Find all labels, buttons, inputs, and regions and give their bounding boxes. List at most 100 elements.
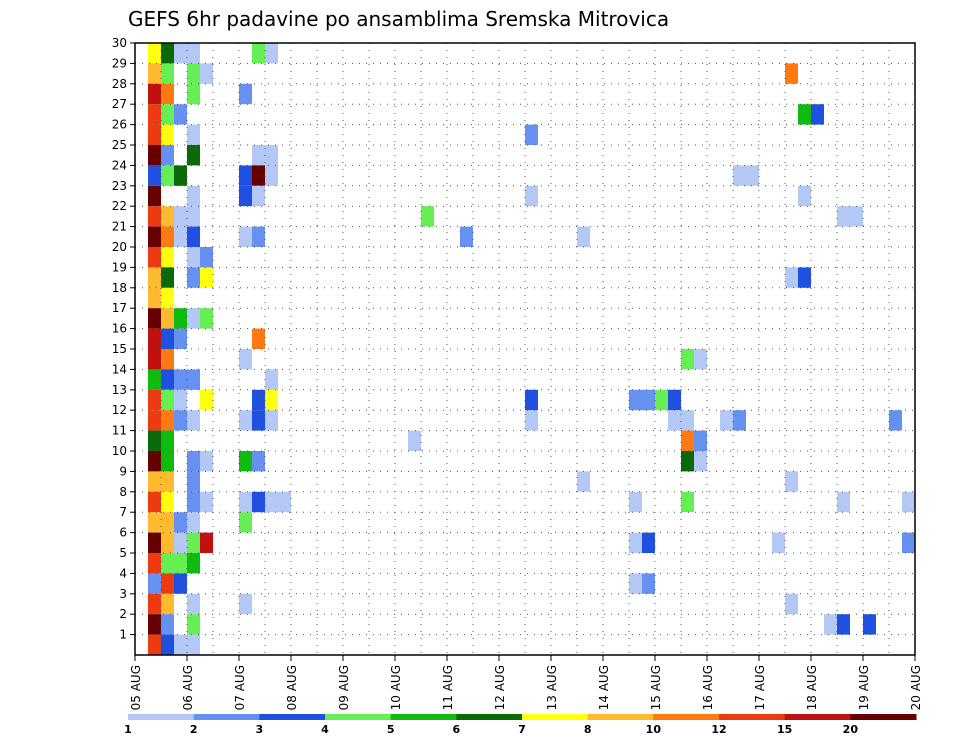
y-tick-label: 13 xyxy=(112,383,127,397)
cell-member-25-step-3 xyxy=(161,145,174,166)
colorbar-label: 7 xyxy=(518,723,526,736)
cell-member-29-step-51 xyxy=(785,63,798,84)
cell-member-13-step-10 xyxy=(252,389,265,411)
cell-member-10-step-44 xyxy=(694,451,707,472)
cell-member-30-step-11 xyxy=(265,43,278,64)
cell-member-8-step-5 xyxy=(187,491,200,513)
cell-member-28-step-2 xyxy=(148,83,161,105)
cell-member-16-step-2 xyxy=(148,328,161,349)
cell-member-3-step-2 xyxy=(148,593,161,615)
cell-member-30-step-5 xyxy=(187,43,200,64)
x-tick-label: 07 AUG xyxy=(233,665,247,710)
cell-member-23-step-2 xyxy=(148,185,161,207)
y-tick-label: 17 xyxy=(112,301,127,315)
cell-member-1-step-5 xyxy=(187,634,200,655)
cell-member-2-step-3 xyxy=(161,614,174,635)
cell-member-25-step-11 xyxy=(265,145,278,166)
x-tick-label: 20 AUG xyxy=(909,665,923,710)
cell-member-26-step-5 xyxy=(187,124,200,145)
cell-member-19-step-51 xyxy=(785,267,798,288)
cell-member-19-step-6 xyxy=(200,267,213,288)
cell-member-25-step-2 xyxy=(148,145,161,166)
cell-member-7-step-2 xyxy=(148,512,161,533)
cell-member-30-step-10 xyxy=(252,43,265,64)
cell-member-13-step-6 xyxy=(200,389,213,411)
cell-member-11-step-3 xyxy=(161,430,174,451)
cell-member-26-step-2 xyxy=(148,124,161,145)
cell-member-9-step-5 xyxy=(187,471,200,492)
cell-member-10-step-5 xyxy=(187,451,200,472)
cell-member-12-step-46 xyxy=(720,410,733,431)
colorbar-swatch xyxy=(850,714,917,720)
cell-member-24-step-4 xyxy=(174,165,187,186)
colorbar-swatch xyxy=(653,714,720,720)
cell-member-21-step-3 xyxy=(161,226,174,247)
cell-member-4-step-4 xyxy=(174,573,187,594)
colorbar-label: 1 xyxy=(124,723,132,736)
cell-member-17-step-5 xyxy=(187,308,200,329)
cell-member-6-step-60 xyxy=(902,532,915,553)
cell-member-10-step-10 xyxy=(252,451,265,472)
cell-member-23-step-10 xyxy=(252,185,265,207)
colorbar-label: 12 xyxy=(711,723,726,736)
y-tick-label: 22 xyxy=(112,199,127,213)
cell-member-12-step-31 xyxy=(525,410,538,431)
cell-member-19-step-52 xyxy=(798,267,811,288)
cell-member-12-step-3 xyxy=(161,410,174,431)
y-tick-label: 4 xyxy=(119,566,127,580)
cell-member-11-step-44 xyxy=(694,430,707,451)
y-tick-label: 30 xyxy=(112,36,127,50)
colorbar-label: 15 xyxy=(777,723,792,736)
cell-member-20-step-2 xyxy=(148,247,161,268)
cell-member-8-step-2 xyxy=(148,491,161,513)
y-tick-label: 20 xyxy=(112,240,127,254)
colorbar-label: 10 xyxy=(646,723,662,736)
y-tick-label: 24 xyxy=(112,158,127,172)
cell-member-5-step-5 xyxy=(187,553,200,574)
cell-member-8-step-9 xyxy=(239,491,252,513)
cell-member-5-step-2 xyxy=(148,553,161,574)
cell-member-8-step-60 xyxy=(902,491,915,513)
cell-member-11-step-22 xyxy=(408,430,421,451)
y-tick-label: 28 xyxy=(112,77,127,91)
cell-member-21-step-4 xyxy=(174,226,187,247)
cell-member-24-step-9 xyxy=(239,165,252,186)
y-tick-label: 15 xyxy=(112,342,127,356)
cell-member-13-step-2 xyxy=(148,389,161,411)
colorbar-label: 3 xyxy=(256,723,264,736)
cell-member-12-step-4 xyxy=(174,410,187,431)
cell-member-9-step-2 xyxy=(148,471,161,492)
cell-member-14-step-2 xyxy=(148,369,161,390)
x-tick-label: 19 AUG xyxy=(857,665,871,710)
cell-member-8-step-43 xyxy=(681,491,694,513)
cell-member-24-step-11 xyxy=(265,165,278,186)
y-tick-label: 8 xyxy=(119,485,127,499)
cell-member-16-step-3 xyxy=(161,328,174,349)
cell-member-27-step-4 xyxy=(174,104,187,125)
cell-member-24-step-10 xyxy=(252,165,265,186)
cell-member-20-step-6 xyxy=(200,247,213,268)
cell-member-8-step-12 xyxy=(278,491,291,513)
y-tick-label: 25 xyxy=(112,138,127,152)
cell-member-28-step-9 xyxy=(239,83,252,105)
cell-member-7-step-9 xyxy=(239,512,252,533)
cell-member-2-step-57 xyxy=(863,614,876,635)
cell-member-22-step-5 xyxy=(187,206,200,227)
cell-member-22-step-3 xyxy=(161,206,174,227)
cell-member-2-step-5 xyxy=(187,614,200,635)
cell-member-29-step-5 xyxy=(187,63,200,84)
y-tick-label: 21 xyxy=(112,220,127,234)
cell-member-28-step-5 xyxy=(187,83,200,105)
cell-member-2-step-55 xyxy=(837,614,850,635)
chart-title: GEFS 6hr padavine po ansamblima Sremska … xyxy=(128,7,669,31)
cell-member-8-step-3 xyxy=(161,491,174,513)
cell-member-3-step-5 xyxy=(187,593,200,615)
cell-member-10-step-9 xyxy=(239,451,252,472)
cell-member-16-step-4 xyxy=(174,328,187,349)
cell-member-30-step-4 xyxy=(174,43,187,64)
cell-member-27-step-2 xyxy=(148,104,161,125)
cell-member-3-step-9 xyxy=(239,593,252,615)
cell-member-9-step-3 xyxy=(161,471,174,492)
cell-member-16-step-10 xyxy=(252,328,265,349)
